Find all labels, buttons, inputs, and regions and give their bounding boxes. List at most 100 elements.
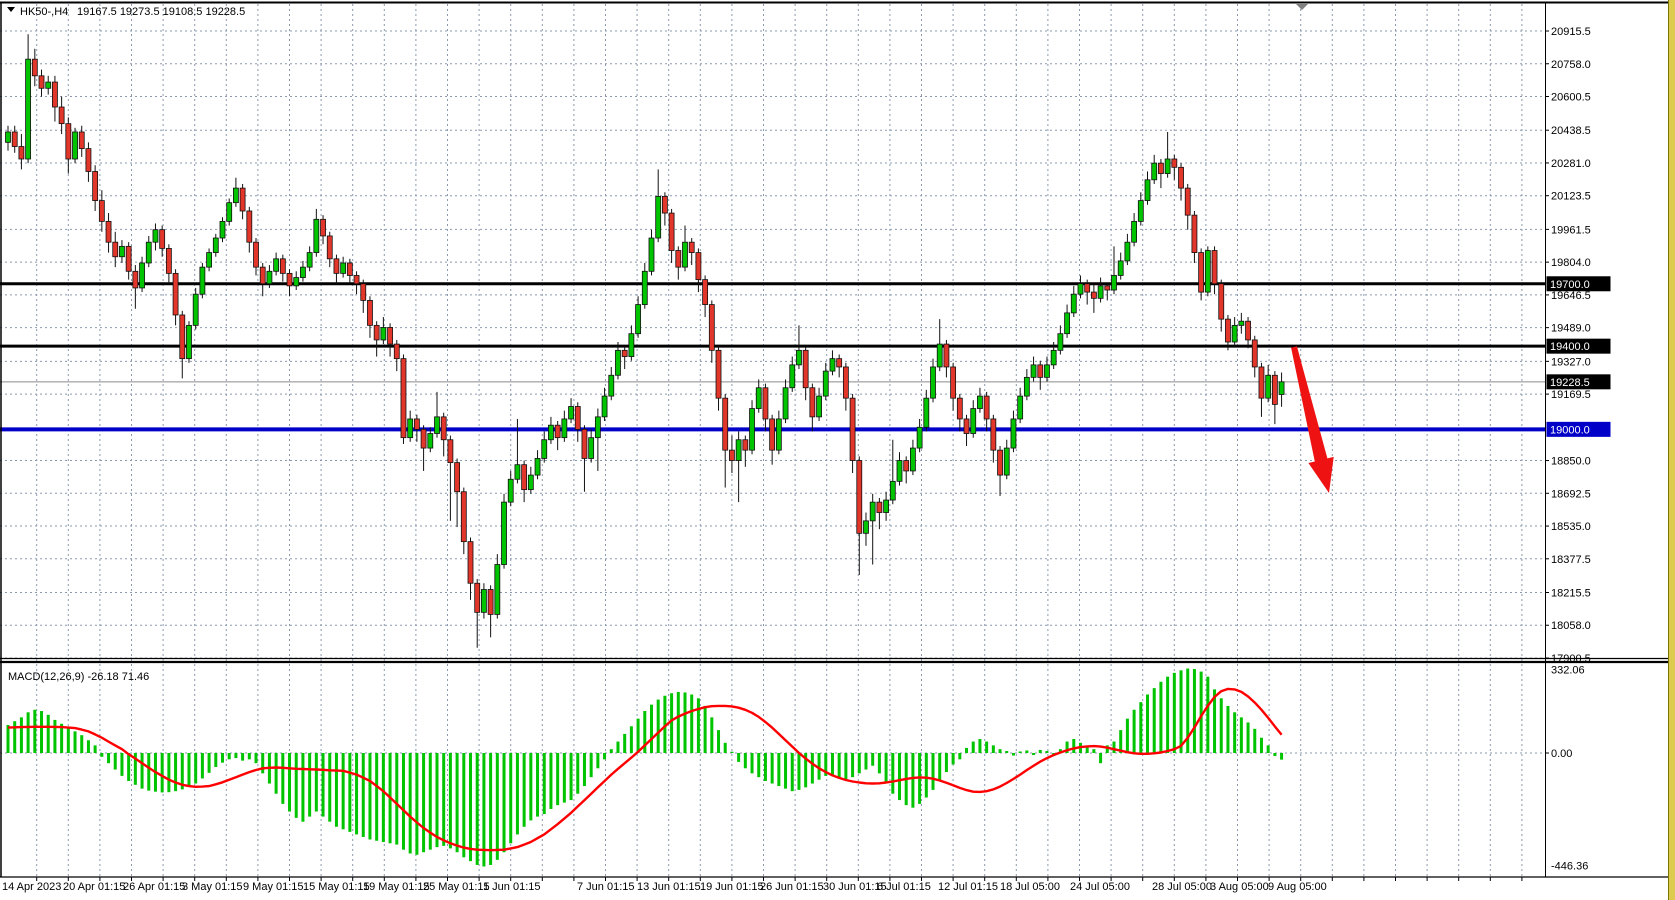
x-axis-label: 14 Apr 2023 [2, 881, 61, 893]
macd-bar [1146, 694, 1150, 753]
candle [1278, 381, 1285, 395]
macd-bar [998, 749, 1002, 753]
macd-bar [194, 753, 198, 784]
macd-bar [160, 753, 164, 793]
candle [1070, 293, 1077, 314]
candle [306, 252, 313, 268]
macd-bar [73, 731, 77, 753]
macd-bar [951, 753, 955, 765]
macd-bar [649, 704, 653, 753]
candle [172, 272, 179, 316]
macd-bar [569, 753, 573, 801]
candle [72, 131, 78, 160]
macd-bar [355, 753, 359, 835]
macd-bar [851, 753, 855, 778]
macd-bar [884, 753, 888, 784]
y-axis-label: 19489.0 [1551, 323, 1591, 335]
candle [910, 447, 916, 472]
candle [527, 474, 534, 491]
price-tag-label: 19000.0 [1550, 424, 1590, 436]
macd-bar [897, 753, 901, 801]
macd-bar [924, 753, 928, 798]
candle [742, 439, 749, 451]
candle [1117, 260, 1124, 276]
candle [849, 397, 856, 461]
candle [722, 397, 729, 451]
y-axis-label: 18058.0 [1551, 620, 1591, 632]
candle [1144, 179, 1151, 201]
candle [206, 252, 212, 268]
macd-bar [810, 753, 814, 784]
candle [1218, 283, 1225, 320]
macd-bar [1152, 688, 1156, 753]
candle [340, 262, 347, 274]
y-axis-label: 20123.5 [1551, 191, 1591, 203]
macd-bar [589, 753, 593, 778]
macd-bar [328, 753, 332, 822]
macd-bar [6, 725, 10, 753]
x-axis-label: 9 Aug 05:00 [1268, 881, 1327, 893]
candle [641, 270, 648, 305]
macd-axis-max: 332.06 [1551, 665, 1585, 677]
macd-bar [985, 741, 989, 753]
macd-bar [911, 753, 915, 808]
candle [212, 237, 219, 253]
candle [239, 187, 246, 212]
macd-bar [871, 753, 875, 766]
macd-bar [1058, 749, 1062, 753]
macd-bar [938, 753, 942, 781]
candle [286, 272, 293, 287]
macd-bar [100, 753, 104, 757]
candle [950, 366, 957, 399]
candle [447, 439, 454, 464]
macd-bar [971, 741, 975, 753]
macd-bar [1192, 669, 1196, 753]
candle [876, 501, 883, 513]
candle [1271, 374, 1278, 405]
candle [98, 200, 105, 222]
x-axis-label: 3 May 01:15 [182, 881, 243, 893]
candle [816, 395, 822, 418]
candle [1010, 418, 1017, 449]
candle [11, 131, 18, 147]
candle [38, 75, 45, 89]
candle [997, 449, 1003, 476]
macd-bar [241, 753, 245, 761]
candle [675, 250, 682, 268]
macd-bar [770, 753, 774, 784]
candle [943, 343, 950, 368]
chart-shift-marker-icon[interactable] [1296, 4, 1308, 10]
candle [1191, 214, 1198, 253]
candle [52, 81, 58, 108]
down-trend-arrow[interactable] [1291, 346, 1334, 493]
macd-bar [1018, 751, 1022, 753]
price-tag-label: 19228.5 [1550, 377, 1590, 389]
macd-bar [1085, 746, 1089, 753]
candle [1184, 187, 1191, 216]
candle [266, 270, 273, 285]
candle [105, 220, 112, 243]
candle [1137, 200, 1144, 222]
macd-bar [1253, 728, 1257, 753]
macd-bar [93, 745, 97, 753]
candle [1044, 364, 1050, 378]
candle [152, 229, 159, 243]
candle [1097, 285, 1104, 299]
candle [474, 582, 481, 613]
candle [293, 277, 300, 287]
price-tag-19228.5 [1546, 374, 1611, 390]
x-axis-label: 26 Jun 01:15 [760, 881, 824, 893]
candle [58, 106, 65, 125]
macd-bar [1233, 712, 1237, 753]
symbol-dropdown-icon[interactable] [7, 7, 15, 12]
macd-bar [475, 753, 479, 865]
macd-bar [763, 753, 767, 781]
macd-bar [1206, 676, 1210, 753]
candle [930, 366, 936, 399]
y-axis-label: 18535.0 [1551, 521, 1591, 533]
candle [460, 491, 467, 543]
candle [112, 241, 119, 258]
macd-bar [368, 753, 372, 840]
candle [199, 266, 206, 295]
